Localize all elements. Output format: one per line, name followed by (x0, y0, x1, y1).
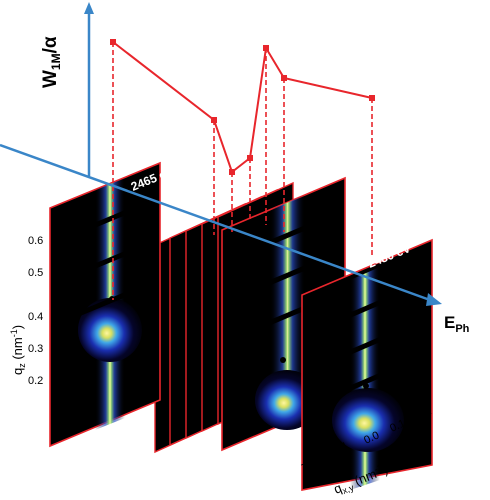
panel-2465ev: 2465 eV (49, 161, 176, 448)
w1m-points (110, 39, 375, 175)
w1m-line (112, 41, 373, 174)
point-7 (369, 95, 375, 101)
point-2 (211, 117, 217, 123)
qz-ticks: 0.6 0.5 0.4 0.3 0.2 (28, 235, 43, 387)
qxy-tick-4: 0.1 (388, 417, 407, 434)
point-3 (229, 169, 235, 175)
point-1 (110, 39, 116, 45)
drop-lines (112, 42, 373, 300)
energy-axis-label: EPh (444, 313, 470, 335)
energy-axis: EPh (0, 143, 470, 335)
qz-tick-1: 0.6 (28, 235, 43, 247)
qxy-tick-5: 0.2 (414, 405, 433, 422)
qz-tick-3: 0.4 (28, 311, 43, 323)
point-6 (281, 75, 287, 81)
w1m-axis: W1M/α (40, 2, 94, 176)
w1m-axis-label: W1M/α (40, 36, 63, 88)
panel-2480ev: 2480 eV (301, 238, 433, 491)
qz-tick-5: 0.2 (28, 375, 43, 387)
peak-marker-left (109, 296, 115, 302)
qz-tick-4: 0.3 (28, 343, 43, 355)
qxy-tick-3: 0.0 (362, 429, 381, 446)
w1m-series (110, 39, 375, 300)
point-4 (247, 155, 253, 161)
qz-axis-label: qz (nm-1) (9, 325, 27, 375)
qz-tick-2: 0.5 (28, 267, 43, 279)
point-5 (263, 45, 269, 51)
peak-marker-right (363, 383, 369, 389)
